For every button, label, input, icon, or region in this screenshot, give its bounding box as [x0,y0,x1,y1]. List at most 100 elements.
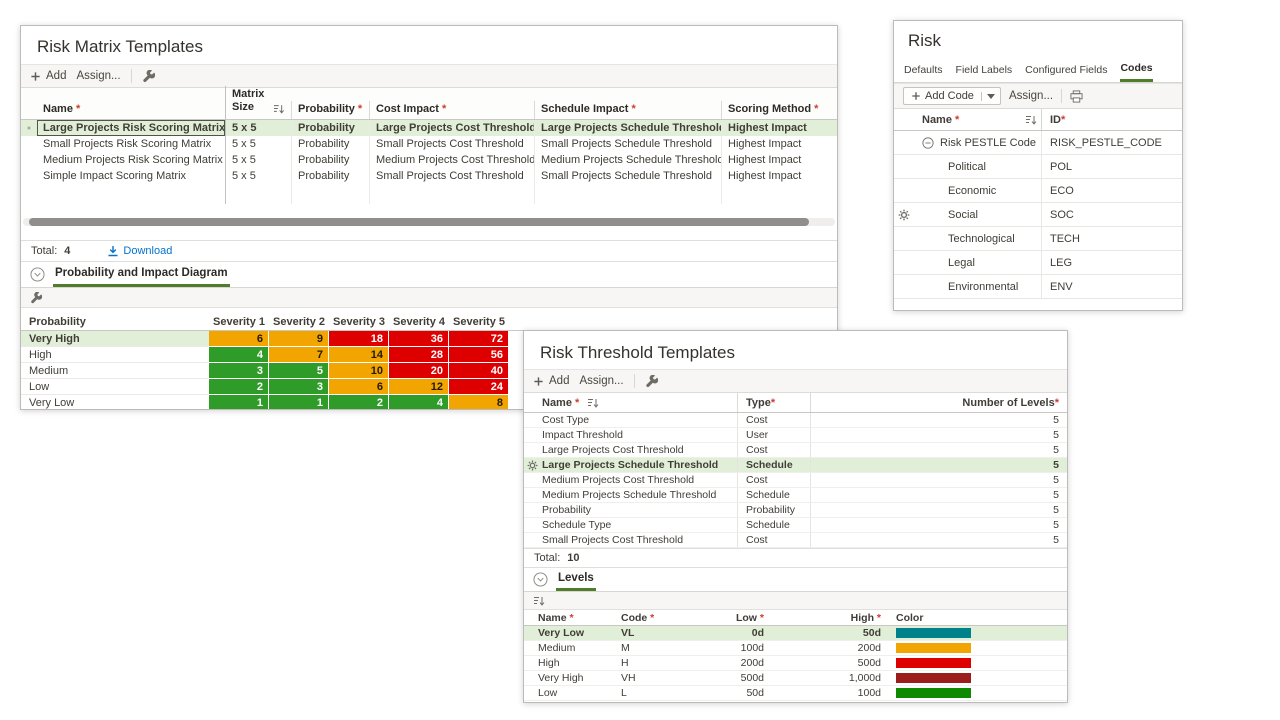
matrix-score-cell[interactable]: 8 [449,395,509,409]
tab-codes[interactable]: Codes [1120,57,1153,82]
table-row[interactable]: Schedule Type Schedule 5 [524,518,1067,533]
cell-name[interactable]: Legal [948,256,975,269]
matrix-score-cell[interactable]: 4 [209,347,269,363]
table-row[interactable]: Medium Projects Schedule Threshold Sched… [524,488,1067,503]
matrix-score-cell[interactable]: 36 [389,331,449,347]
scrollbar-thumb[interactable] [29,218,809,226]
horizontal-scrollbar[interactable] [23,218,835,226]
cell-level-name[interactable]: Medium [538,642,576,654]
matrix-score-cell[interactable]: 2 [209,379,269,395]
table-row[interactable]: Economic ECO [894,179,1182,203]
cell-name[interactable]: Large Projects Risk Scoring Matrix [37,120,225,136]
color-swatch[interactable] [896,643,971,653]
matrix-score-cell[interactable]: 20 [389,363,449,379]
probability-row-label[interactable]: Medium [21,363,209,379]
assign-button[interactable]: Assign... [579,375,623,387]
table-row[interactable]: Probability Probability 5 [524,503,1067,518]
add-button[interactable]: Add [533,375,569,387]
tab-field-labels[interactable]: Field Labels [955,63,1013,76]
cell-name[interactable]: Medium Projects Cost Threshold [542,474,695,486]
matrix-score-cell[interactable]: 10 [329,363,389,379]
table-row[interactable]: Social SOC [894,203,1182,227]
collapse-chevron-circle-icon[interactable] [533,572,548,587]
table-row[interactable]: Large Projects Risk Scoring Matrix 5 x 5… [21,120,837,136]
matrix-score-cell[interactable]: 4 [389,395,449,409]
column-header-type[interactable]: Type [737,393,810,412]
tab-probability-and-impact-diagram[interactable]: Probability and Impact Diagram [53,262,230,287]
color-swatch[interactable] [896,658,971,668]
cell-name[interactable]: Environmental [948,280,1019,293]
add-code-dropdown-button[interactable] [980,91,1000,101]
cell-level-name[interactable]: High [538,657,560,669]
cell-name[interactable]: Simple Impact Scoring Matrix [43,170,187,182]
matrix-score-cell[interactable]: 28 [389,347,449,363]
download-link[interactable]: Download [107,245,172,257]
cell-name[interactable]: Schedule Type [542,519,612,531]
cell-name[interactable]: Probability [542,504,592,516]
matrix-score-cell[interactable]: 18 [329,331,389,347]
column-header-schedule-impact[interactable]: Schedule Impact [534,101,721,119]
sort-button[interactable] [533,595,545,607]
table-row[interactable]: Small Projects Cost Threshold Cost 5 [524,533,1067,548]
table-row[interactable]: Political POL [894,155,1182,179]
cell-level-name[interactable]: Very High [538,672,584,684]
matrix-score-cell[interactable]: 9 [269,331,329,347]
table-row[interactable]: Environmental ENV [894,275,1182,299]
table-row[interactable]: Low L 50d 100d [524,686,1067,701]
column-header-color[interactable]: Color [896,611,924,624]
row-actions-cell[interactable] [21,120,37,136]
table-row[interactable]: Large Projects Schedule Threshold Schedu… [524,458,1067,473]
cell-name[interactable]: Cost Type [542,414,590,426]
table-row[interactable]: Legal LEG [894,251,1182,275]
settings-wrench-button[interactable] [645,374,658,388]
cell-name[interactable]: Political [948,160,986,173]
add-button[interactable]: Add [30,70,66,82]
column-header-name[interactable]: Name [914,109,1041,130]
table-row[interactable]: Medium Projects Risk Scoring Matrix 5 x … [21,152,837,168]
matrix-score-cell[interactable]: 6 [209,331,269,347]
tab-levels[interactable]: Levels [556,568,596,591]
matrix-score-cell[interactable]: 40 [449,363,509,379]
row-actions-cell[interactable] [894,203,914,226]
column-header-number-of-levels[interactable]: Number of Levels [810,393,1067,412]
row-actions-cell[interactable] [524,458,538,472]
cell-name[interactable]: Small Projects Risk Scoring Matrix [43,138,212,150]
column-header-probability[interactable]: Probability [291,101,369,119]
cell-name[interactable]: Impact Threshold [542,429,623,441]
cell-name[interactable]: Risk PESTLE Code [914,131,1041,154]
table-row[interactable]: High H 200d 500d [524,656,1067,671]
add-code-split-button[interactable]: Add Code [903,87,1001,105]
settings-wrench-button[interactable] [142,69,155,83]
column-header-id[interactable]: ID [1041,109,1182,130]
assign-button[interactable]: Assign... [1009,90,1053,102]
cell-name[interactable]: Large Projects Schedule Threshold [542,459,719,471]
column-header-name[interactable]: Name [37,101,225,119]
table-row[interactable]: Technological TECH [894,227,1182,251]
matrix-score-cell[interactable]: 12 [389,379,449,395]
cell-level-name[interactable]: Very Low [538,627,585,639]
column-header-code[interactable]: Code [621,612,684,624]
tab-defaults[interactable]: Defaults [904,63,943,76]
matrix-score-cell[interactable]: 7 [269,347,329,363]
matrix-score-cell[interactable]: 1 [209,395,269,409]
matrix-score-cell[interactable]: 6 [329,379,389,395]
cell-level-name[interactable]: Low [538,687,558,699]
matrix-score-cell[interactable]: 2 [329,395,389,409]
probability-row-label[interactable]: Very High [21,331,209,347]
matrix-score-cell[interactable]: 5 [269,363,329,379]
table-row[interactable]: Simple Impact Scoring Matrix 5 x 5 Proba… [21,168,837,184]
matrix-score-cell[interactable]: 24 [449,379,509,395]
column-header-high[interactable]: High [764,612,881,624]
matrix-score-cell[interactable]: 3 [209,363,269,379]
table-row[interactable]: Large Projects Cost Threshold Cost 5 [524,443,1067,458]
matrix-score-cell[interactable]: 3 [269,379,329,395]
cell-name[interactable]: Technological [948,232,1015,245]
collapse-chevron-circle-icon[interactable] [30,267,45,282]
column-header-matrix-size[interactable]: Matrix Size [225,85,291,119]
tab-configured-fields[interactable]: Configured Fields [1025,63,1108,76]
probability-row-label[interactable]: High [21,347,209,363]
table-row[interactable]: Impact Threshold User 5 [524,428,1067,443]
cell-name[interactable]: Medium Projects Schedule Threshold [542,489,717,501]
color-swatch[interactable] [896,688,971,698]
column-header-name[interactable]: Name [538,393,737,412]
